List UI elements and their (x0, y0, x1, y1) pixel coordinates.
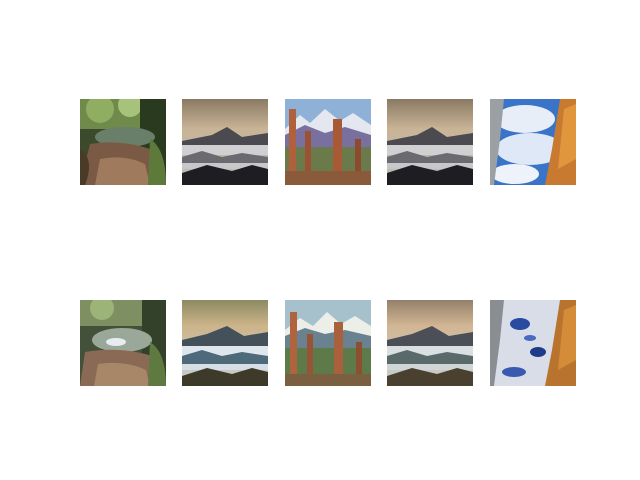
image-misty-mountains-generated-2 (387, 300, 473, 386)
image-forest-pool-generated (80, 300, 166, 386)
image-misty-mountains-original (182, 99, 268, 185)
image-sky-cliff-original (490, 99, 576, 185)
image-misty-mountains-original-2 (387, 99, 473, 185)
image-sky-cliff-generated (490, 300, 576, 386)
image-forest-pool-original (80, 99, 166, 185)
image-misty-mountains-generated (182, 300, 268, 386)
image-rock-spires-original (285, 99, 371, 185)
image-rock-spires-generated (285, 300, 371, 386)
